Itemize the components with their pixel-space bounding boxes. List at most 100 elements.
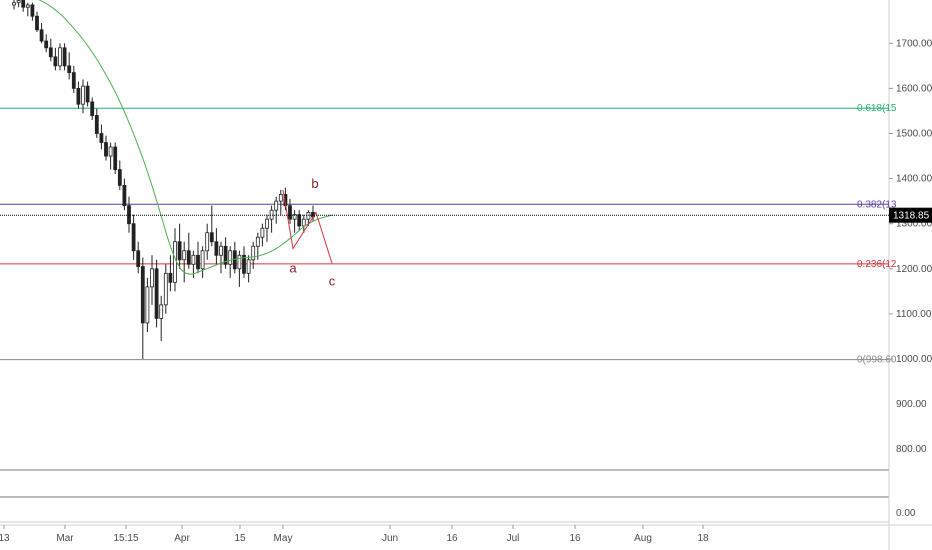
candle-body (269, 209, 274, 220)
candle (274, 196, 279, 224)
candle-body (104, 142, 108, 157)
candle-body (35, 15, 39, 31)
x-tick-label: May (274, 533, 293, 544)
candle-body (90, 101, 95, 116)
y-tick-label: 800.00 (896, 444, 927, 455)
y-tick-label: 1000.00 (896, 354, 932, 365)
candle (292, 210, 297, 233)
candle (62, 43, 67, 71)
candle-body (237, 254, 242, 270)
candle-body (301, 218, 306, 227)
candle (301, 214, 306, 233)
candle-body (67, 65, 72, 74)
y-tick-label: 1100.00 (896, 309, 932, 320)
candle (117, 160, 122, 190)
x-tick-label: 16 (569, 533, 581, 544)
candle (154, 259, 159, 328)
candle-body (85, 85, 90, 103)
candle (186, 232, 191, 269)
candle-body (186, 250, 191, 265)
candle (269, 205, 274, 233)
candle (131, 214, 136, 260)
candle (76, 81, 81, 109)
candle-body (163, 272, 168, 306)
candle-body (21, 0, 26, 8)
candle (25, 2, 30, 17)
candle (232, 241, 237, 274)
fib-retracement[interactable]: 0.618(15 0.382(13 0.236(12 0(998.60 (0, 103, 897, 366)
candle-body (219, 245, 223, 256)
y-tick-label: 1700.00 (896, 38, 932, 49)
candle (104, 135, 108, 161)
candle-body (214, 241, 219, 256)
candle-body (177, 241, 182, 261)
candle (209, 205, 214, 247)
candle-body (113, 146, 118, 170)
candle (39, 23, 44, 44)
candle-body (274, 200, 279, 211)
x-tick-label: Aug (634, 533, 652, 544)
candle-body (145, 286, 150, 324)
candle-body (223, 245, 228, 265)
last-price-label: 1318.85 (893, 211, 930, 222)
candle (251, 241, 256, 269)
candle (242, 246, 246, 278)
time-axis[interactable]: 13 Mar 15:15 Apr 15 May Jun 16 Jul 16 Aug 18 (0, 525, 709, 544)
candle (159, 295, 164, 341)
candle (168, 255, 173, 292)
candle (278, 189, 283, 215)
wave-label: b (311, 176, 318, 191)
y-tick-label: 1500.00 (896, 129, 932, 140)
candle (35, 11, 39, 33)
candle-body (200, 250, 205, 270)
candle-body (159, 304, 164, 319)
lower-indicator-panel: 0.00 (0, 469, 916, 523)
candle-body (62, 47, 67, 67)
candle-body (182, 250, 187, 261)
candle (81, 79, 85, 114)
candle (113, 142, 118, 175)
candle-body (53, 56, 58, 67)
candle (200, 246, 205, 278)
candle-body (81, 85, 85, 105)
candle-body (127, 205, 131, 225)
candle-body (58, 47, 62, 67)
candle (214, 228, 219, 265)
candle (196, 241, 200, 274)
candle (246, 255, 251, 283)
candle-body (16, 0, 21, 4)
candle (228, 246, 233, 278)
candles (12, 0, 315, 359)
y-tick-label: 900.00 (896, 399, 927, 410)
candle-body (209, 232, 214, 243)
candle-body (71, 72, 76, 89)
candle-body (12, 2, 16, 6)
candle (297, 210, 302, 231)
x-tick-label: Jul (507, 533, 520, 544)
candle-body (255, 236, 260, 247)
candle (30, 2, 35, 21)
candle-body (39, 29, 44, 42)
fib-level-label: 0(998.60 (857, 355, 897, 366)
fib-level-label: 0.382(13 (857, 199, 897, 210)
candle-body (242, 254, 246, 274)
candle (163, 264, 168, 314)
candle (145, 277, 150, 332)
y-tick-label: 1200.00 (896, 264, 932, 275)
y-tick-label: 1400.00 (896, 174, 932, 185)
candle-body (228, 250, 233, 265)
candle (223, 237, 228, 269)
y-tick-label: 1600.00 (896, 83, 932, 94)
wave-label: c (329, 273, 336, 288)
candle-body (251, 245, 256, 261)
candle-body (136, 250, 141, 267)
price-axis[interactable]: 1000.00 1100.00 1200.00 1300.00 1400.00 1500.… (889, 38, 932, 455)
wave-abc-line[interactable] (282, 189, 333, 264)
candle (122, 178, 127, 211)
candle (94, 108, 99, 139)
candle (140, 257, 145, 359)
candle (237, 250, 242, 287)
candle-body (108, 146, 113, 157)
candle-body (168, 272, 173, 283)
